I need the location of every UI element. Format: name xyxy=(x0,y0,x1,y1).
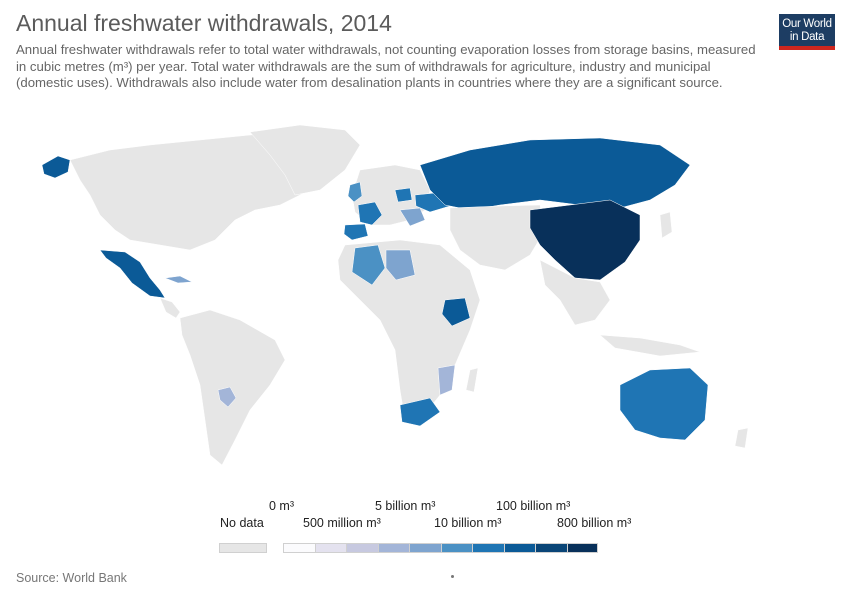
logo-accent-bar xyxy=(779,46,835,50)
map-legend: No data 0 m³ 5 billion m³ 100 billion m³… xyxy=(0,499,850,560)
logo-line-1: Our World xyxy=(782,18,832,30)
country-mozambique[interactable] xyxy=(437,364,456,396)
country-alaska[interactable] xyxy=(41,155,71,179)
footer-dot xyxy=(451,575,454,578)
country-south-africa[interactable] xyxy=(399,397,441,427)
owid-logo[interactable]: Our World in Data xyxy=(779,14,835,50)
country-asia-west[interactable] xyxy=(449,204,546,271)
legend-bin-8[interactable] xyxy=(535,543,567,553)
country-united-kingdom[interactable] xyxy=(347,181,363,203)
country-mexico[interactable] xyxy=(99,249,166,299)
legend-label-0: 0 m³ xyxy=(269,499,294,513)
legend-bin-1[interactable] xyxy=(314,543,346,553)
legend-label-5b: 5 billion m³ xyxy=(375,499,436,513)
world-map xyxy=(41,124,749,466)
legend-label-100b: 100 billion m³ xyxy=(496,499,571,513)
legend-label-800b: 800 billion m³ xyxy=(557,516,632,530)
legend-bin-5[interactable] xyxy=(440,543,472,553)
legend-bin-6[interactable] xyxy=(472,543,504,553)
legend-bin-4[interactable] xyxy=(409,543,441,553)
country-ethiopia[interactable] xyxy=(441,297,471,327)
legend-bin-3[interactable] xyxy=(377,543,409,553)
country-paraguay[interactable] xyxy=(217,386,237,408)
country-poland[interactable] xyxy=(394,187,413,203)
country-south-asia[interactable] xyxy=(539,259,611,326)
country-japan[interactable] xyxy=(659,211,673,239)
country-cuba[interactable] xyxy=(164,275,193,284)
country-algeria[interactable] xyxy=(351,244,386,286)
country-south-america[interactable] xyxy=(179,309,286,466)
legend-no-data-label: No data xyxy=(220,516,264,530)
country-australia[interactable] xyxy=(619,367,709,441)
source-note: Source: World Bank xyxy=(16,571,127,585)
country-spain[interactable] xyxy=(343,223,369,241)
landmasses xyxy=(41,124,749,466)
legend-bin-0[interactable] xyxy=(283,543,315,553)
legend-bin-9[interactable] xyxy=(566,543,598,553)
legend-bin-7[interactable] xyxy=(503,543,535,553)
country-france[interactable] xyxy=(357,201,383,226)
country-greenland[interactable] xyxy=(249,124,361,196)
country-north-america[interactable] xyxy=(69,131,336,251)
country-russia[interactable] xyxy=(419,137,691,211)
country-libya[interactable] xyxy=(385,249,416,281)
chart-subtitle: Annual freshwater withdrawals refer to t… xyxy=(16,42,756,90)
legend-label-10b: 10 billion m³ xyxy=(434,516,502,530)
country-new-zealand[interactable] xyxy=(734,427,749,449)
legend-label-500m: 500 million m³ xyxy=(303,516,381,530)
country-china[interactable] xyxy=(529,199,641,281)
country-central-america[interactable] xyxy=(159,297,181,319)
country-indonesia[interactable] xyxy=(599,334,701,357)
legend-no-data-swatch[interactable] xyxy=(219,543,267,553)
logo-line-2: in Data xyxy=(789,31,825,43)
country-balkans[interactable] xyxy=(399,207,426,227)
chart-title: Annual freshwater withdrawals, 2014 xyxy=(16,10,392,36)
legend-bin-2[interactable] xyxy=(346,543,378,553)
country-madagascar[interactable] xyxy=(465,367,479,393)
